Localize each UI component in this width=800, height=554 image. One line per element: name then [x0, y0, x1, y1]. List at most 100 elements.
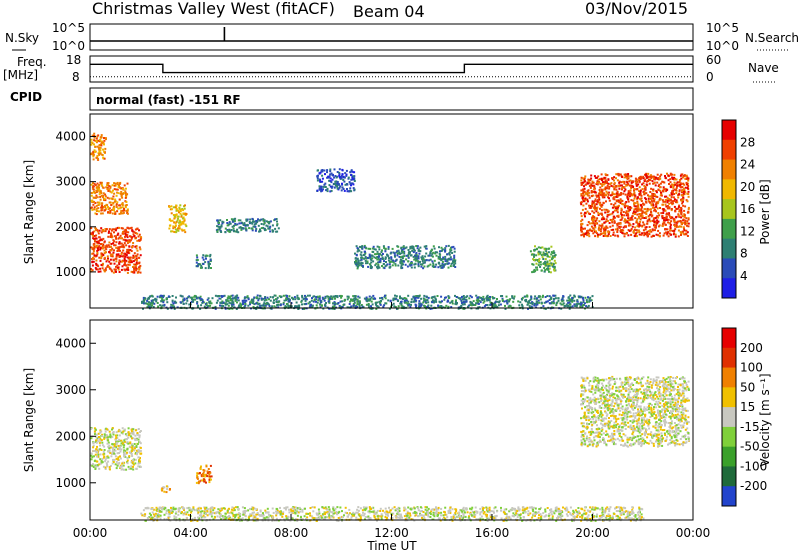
- heatmap-cell-band-1200: [356, 247, 359, 250]
- heatmap-cell-ground-band: [323, 299, 326, 302]
- heatmap-cell-dusk-red: [631, 218, 634, 221]
- heatmap-cell-dusk-red: [666, 207, 669, 210]
- heatmap-cell-echo-1800: [539, 252, 542, 255]
- heatmap-cell-echo-0430: [210, 475, 213, 478]
- heatmap-cell-ground-band: [413, 300, 416, 303]
- heatmap-cell-early-arc-red: [102, 230, 105, 233]
- heatmap-cell-band-1200: [386, 253, 388, 256]
- heatmap-cell-ground-band: [338, 304, 341, 307]
- heatmap-cell-ground-band: [318, 297, 321, 300]
- heatmap-cell-band-1200: [435, 263, 438, 266]
- heatmap-cell-ground-band: [582, 299, 585, 302]
- heatmap-cell-dusk-red: [629, 217, 632, 220]
- heatmap-cell-ground-band: [249, 303, 251, 306]
- heatmap-cell-ground-band: [187, 296, 190, 299]
- heatmap-cell-early-arc: [109, 464, 112, 467]
- heatmap-cell-echo-0430: [205, 465, 208, 468]
- heatmap-cell-dusk-red: [643, 193, 646, 196]
- heatmap-cell-band-1200: [452, 245, 455, 248]
- heatmap-cell-echo-0430: [209, 471, 212, 474]
- heatmap-cell-dusk-red: [580, 220, 583, 223]
- heatmap-cell-patch-1000: [331, 178, 334, 181]
- heatmap-cell-ground-band: [581, 297, 584, 300]
- heatmap-cell-early-arc-red: [132, 256, 135, 259]
- heatmap-cell-ground-band: [459, 298, 462, 301]
- heatmap-cell-patch-1000: [321, 177, 324, 180]
- heatmap-cell-ground-band: [509, 305, 512, 308]
- heatmap-cell-early-arc-red: [95, 228, 97, 231]
- heatmap-cell-dusk-red: [667, 230, 670, 233]
- heatmap-cell-band-1200: [424, 259, 427, 262]
- heatmap-cell-mid-arc: [180, 215, 183, 218]
- heatmap-cell-band-1200: [423, 245, 426, 248]
- heatmap-cell-early-arc: [103, 437, 106, 440]
- heatmap-cell-ground-band: [580, 302, 583, 305]
- heatmap-cell-ground-band: [161, 298, 164, 301]
- heatmap-cell-dusk-red: [604, 211, 607, 214]
- heatmap-cell-early-arc: [97, 432, 100, 435]
- heatmap-cell-dusk-red: [672, 202, 675, 205]
- heatmap-cell-band-1200: [364, 256, 367, 258]
- heatmap-cell-ground-band: [152, 299, 155, 302]
- heatmap-cell-dusk-red: [634, 226, 637, 229]
- heatmap-cell-patch-0600: [271, 229, 274, 232]
- heatmap-cell-early-arc: [116, 452, 119, 455]
- heatmap-cell-dusk-red: [580, 194, 583, 197]
- heatmap-cell-ground-band: [400, 300, 403, 303]
- heatmap-cell-early-arc: [112, 458, 114, 461]
- heatmap-cell-dusk-red: [636, 231, 639, 234]
- heatmap-cell-dusk-red: [613, 188, 616, 191]
- heatmap-cell-ground-band: [477, 301, 479, 304]
- heatmap-cell-dusk-red: [681, 221, 684, 224]
- heatmap-cell-dusk-red: [640, 204, 642, 207]
- heatmap-cell-early-arc-upper: [114, 199, 117, 202]
- heatmap-cell-dusk-red: [676, 181, 679, 184]
- heatmap-cell-dusk-red: [615, 185, 618, 188]
- heatmap-cell-early-arc: [133, 449, 136, 452]
- heatmap-cell-dusk-red: [646, 176, 649, 179]
- heatmap-cell-band-1200: [370, 261, 373, 264]
- heatmap-cell-early-arc-red: [119, 234, 122, 237]
- heatmap-cell-dusk-red: [675, 188, 677, 191]
- heatmap-cell-dusk-red: [675, 221, 678, 224]
- heatmap-cell-patch-0600: [276, 230, 279, 233]
- heatmap-cell-ground-band: [479, 301, 482, 304]
- heatmap-cell-ground-band: [410, 300, 413, 303]
- heatmap-cell-early-arc-upper: [101, 204, 103, 207]
- heatmap-cell-dusk-red: [637, 223, 640, 226]
- heatmap-cell-ground-band: [310, 303, 312, 306]
- heatmap-cell-dusk-red: [655, 233, 658, 236]
- heatmap-cell-early-arc-upper: [93, 201, 96, 203]
- heatmap-cell-dusk-red: [619, 230, 622, 233]
- heatmap-cell-early-arc: [126, 461, 129, 464]
- heatmap-cell-ground-band: [316, 301, 319, 304]
- heatmap-cell-early-arc-red: [138, 246, 141, 249]
- heatmap-cell-mid-arc: [173, 215, 176, 218]
- heatmap-cell-dusk-red: [682, 176, 684, 179]
- heatmap-cell-dusk-red: [614, 228, 617, 231]
- heatmap-cell-patch-0600: [221, 222, 224, 225]
- heatmap-cell-dusk-red: [604, 227, 607, 230]
- heatmap-cell-band-1200: [435, 254, 438, 257]
- heatmap-cell-early-arc: [102, 465, 105, 468]
- heatmap-cell-band-1200: [413, 248, 415, 251]
- heatmap-cell-echo-0430: [201, 479, 204, 482]
- heatmap-cell-ground-band: [159, 304, 162, 307]
- heatmap-cell-echo-1800: [539, 251, 542, 254]
- heatmap-cell-patch-1000: [319, 180, 322, 183]
- heatmap-cell-early-arc: [97, 453, 100, 456]
- heatmap-cell-ground-band: [255, 296, 258, 299]
- heatmap-cell-dusk-red: [634, 217, 637, 220]
- heatmap-cell-band-1200: [409, 246, 412, 249]
- heatmap-cell-band-1200: [444, 258, 446, 261]
- heatmap-cell-dusk-red: [596, 180, 599, 183]
- heatmap-cell-dusk-red: [634, 205, 637, 208]
- heatmap-cell-patch-0600: [265, 220, 268, 223]
- heatmap-cell-early-arc: [92, 446, 95, 449]
- heatmap-cell-dusk-red: [598, 196, 601, 199]
- heatmap-cell-early-arc: [109, 446, 112, 449]
- heatmap-cell-ground-band: [214, 305, 217, 308]
- heatmap-cell-dusk-red: [669, 178, 672, 181]
- heatmap-cell-dusk-red: [647, 235, 649, 237]
- heatmap-cell-band-1200: [357, 265, 359, 268]
